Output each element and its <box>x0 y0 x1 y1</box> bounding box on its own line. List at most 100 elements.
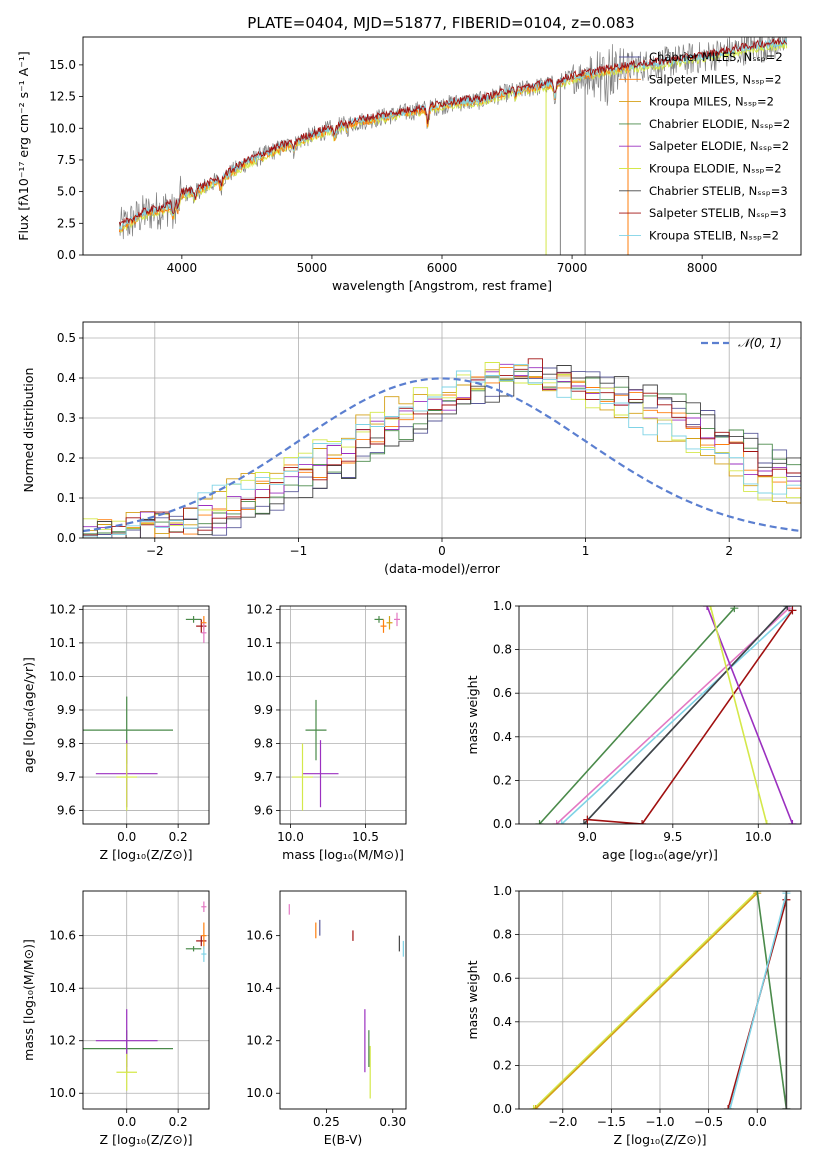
x-tick-label: −2.0 <box>548 1115 577 1129</box>
weight-line-salpeter_stelib <box>587 609 794 824</box>
axes-frame <box>82 605 210 825</box>
weight-marker <box>782 1105 791 1109</box>
x-tick-label: −2 <box>146 544 164 558</box>
errorbar-point <box>196 935 207 947</box>
errorbar-point <box>394 612 400 627</box>
axes-frame <box>82 36 802 256</box>
x-axis-label: (data-model)/error <box>384 561 501 576</box>
y-tick-label: 0.1 <box>57 491 76 505</box>
x-tick-label: −0.5 <box>694 1115 723 1129</box>
errorbar-point <box>116 743 137 811</box>
model-line-salpeter_stelib <box>118 37 788 227</box>
panel-weight_vs_z: −2.0 −1.5 −1.0 −0.5 0.0 0.0 0.2 0.4 0.6 0.8 1.0 Z [… <box>465 884 802 1147</box>
weight-marker <box>762 820 771 824</box>
y-tick-label: 0.3 <box>57 411 76 425</box>
x-tick-label: 0.0 <box>117 830 136 844</box>
y-tick-label: 12.5 <box>49 90 76 104</box>
y-tick-label: 10.0 <box>49 669 76 683</box>
panel-age_vs_z: 0.0 0.2 9.6 9.7 9.8 9.9 10.0 10.1 10.2 Z [log₁₀(Z… <box>21 602 210 862</box>
panel-mass_vs_z: 0.0 0.2 10.0 10.2 10.4 10.6 Z [log₁₀(Z/Z⊙)] mas… <box>21 890 210 1147</box>
x-axis-label: E(B-V) <box>324 1132 363 1147</box>
y-tick-label: 10.6 <box>49 929 76 943</box>
y-axis-label: mass weight <box>465 960 480 1039</box>
y-tick-label: 10.4 <box>246 981 273 995</box>
y-tick-label: 9.6 <box>57 804 76 818</box>
weight-marker <box>531 1105 540 1109</box>
x-axis-label: mass [log₁₀(M/M⊙)] <box>282 847 404 862</box>
plot-area-spectrum <box>118 37 788 255</box>
y-tick-label: 9.8 <box>254 737 273 751</box>
weight-line-kroupa_stelib <box>729 892 788 1109</box>
errorbar-point <box>201 622 207 643</box>
legend-label: Kroupa STELIB, Nₛₛₚ=2 <box>649 228 779 242</box>
weight-marker <box>638 820 647 824</box>
x-tick-label: 1 <box>582 544 590 558</box>
errorbar-point <box>185 616 202 623</box>
weight-marker <box>782 891 791 895</box>
figure-title: PLATE=0404, MJD=51877, FIBERID=0104, z=0… <box>247 14 634 32</box>
y-tick-label: 0.8 <box>493 928 512 942</box>
y-tick-label: 5.0 <box>57 185 76 199</box>
legend-label: Kroupa ELODIE, Nₛₛₚ=2 <box>649 162 782 176</box>
x-tick-label: 2 <box>725 544 733 558</box>
weight-marker <box>535 820 544 824</box>
weight-marker <box>529 1105 538 1109</box>
y-tick-label: 0.8 <box>493 643 512 657</box>
x-tick-label: 7000 <box>557 261 588 275</box>
x-tick-label: −1.5 <box>597 1115 626 1129</box>
y-tick-label: 0.4 <box>57 371 76 385</box>
x-tick-label: 0.25 <box>313 1115 340 1129</box>
errorbar-point <box>292 743 313 811</box>
y-tick-label: 0.0 <box>493 1102 512 1116</box>
y-axis-label: age [log₁₀(age/yr)] <box>21 657 36 773</box>
x-axis-label: Z [log₁₀(Z/Z⊙)] <box>614 1132 707 1147</box>
weight-marker <box>703 606 711 610</box>
legend-label: Chabrier ELODIE, Nₛₛₚ=2 <box>649 117 790 131</box>
y-tick-label: 10.1 <box>246 636 273 650</box>
y-axis-label: Normed distribution <box>21 368 36 493</box>
weight-line-pink <box>556 607 790 824</box>
weight-line-kroupa_elodie <box>709 606 768 824</box>
weight-marker <box>788 820 797 824</box>
y-tick-label: 10.6 <box>246 929 273 943</box>
panel-spectrum: 4000 5000 6000 7000 8000 0.0 2.5 5.0 7.5 10.0 12.5… <box>16 36 802 293</box>
y-tick-label: 9.8 <box>57 737 76 751</box>
x-tick-label: 0.2 <box>169 830 188 844</box>
weight-marker <box>557 820 566 824</box>
errorbar-point <box>201 946 207 962</box>
x-tick-label: 0.0 <box>117 1115 136 1129</box>
x-tick-label: 0.30 <box>379 1115 406 1129</box>
x-tick-label: 8000 <box>687 261 718 275</box>
weight-marker <box>579 820 588 824</box>
x-tick-label: 9.5 <box>663 830 682 844</box>
plot-area-mass_vs_z <box>83 891 209 1109</box>
y-tick-label: 10.0 <box>49 1086 76 1100</box>
y-tick-label: 0.2 <box>493 1058 512 1072</box>
y-tick-label: 9.7 <box>254 770 273 784</box>
x-tick-label: 6000 <box>427 261 458 275</box>
y-tick-label: 10.0 <box>246 669 273 683</box>
axes-frame <box>518 605 802 825</box>
y-tick-label: 0.0 <box>57 531 76 545</box>
plot-area-mass_vs_ebv <box>288 904 404 1099</box>
x-axis-label: age [log₁₀(age/yr)] <box>602 847 718 862</box>
histogram-kroupa_stelib <box>83 364 801 538</box>
y-tick-label: 1.0 <box>493 884 512 898</box>
weight-marker <box>706 606 715 610</box>
y-tick-label: 0.6 <box>493 686 512 700</box>
y-axis-label: mass weight <box>465 675 480 754</box>
x-tick-label: −1.0 <box>645 1115 674 1129</box>
errorbar-point <box>302 740 339 808</box>
x-tick-label: 0.2 <box>169 1115 188 1129</box>
panel-weight_vs_age: 9.0 9.5 10.0 0.0 0.2 0.4 0.6 0.8 1.0 age [log₁₀(a… <box>465 599 802 862</box>
errorbar-point <box>201 922 207 949</box>
x-axis-label: wavelength [Angstrom, rest frame] <box>332 278 552 293</box>
y-tick-label: 7.5 <box>57 153 76 167</box>
x-tick-label: −1 <box>290 544 308 558</box>
axes-frame <box>518 890 802 1110</box>
x-axis-label: Z [log₁₀(Z/Z⊙)] <box>100 847 193 862</box>
legend-label: Salpeter MILES, Nₛₛₚ=2 <box>649 72 782 86</box>
x-tick-label: 0 <box>438 544 446 558</box>
y-tick-label: 0.4 <box>493 730 512 744</box>
y-tick-label: 10.4 <box>49 981 76 995</box>
